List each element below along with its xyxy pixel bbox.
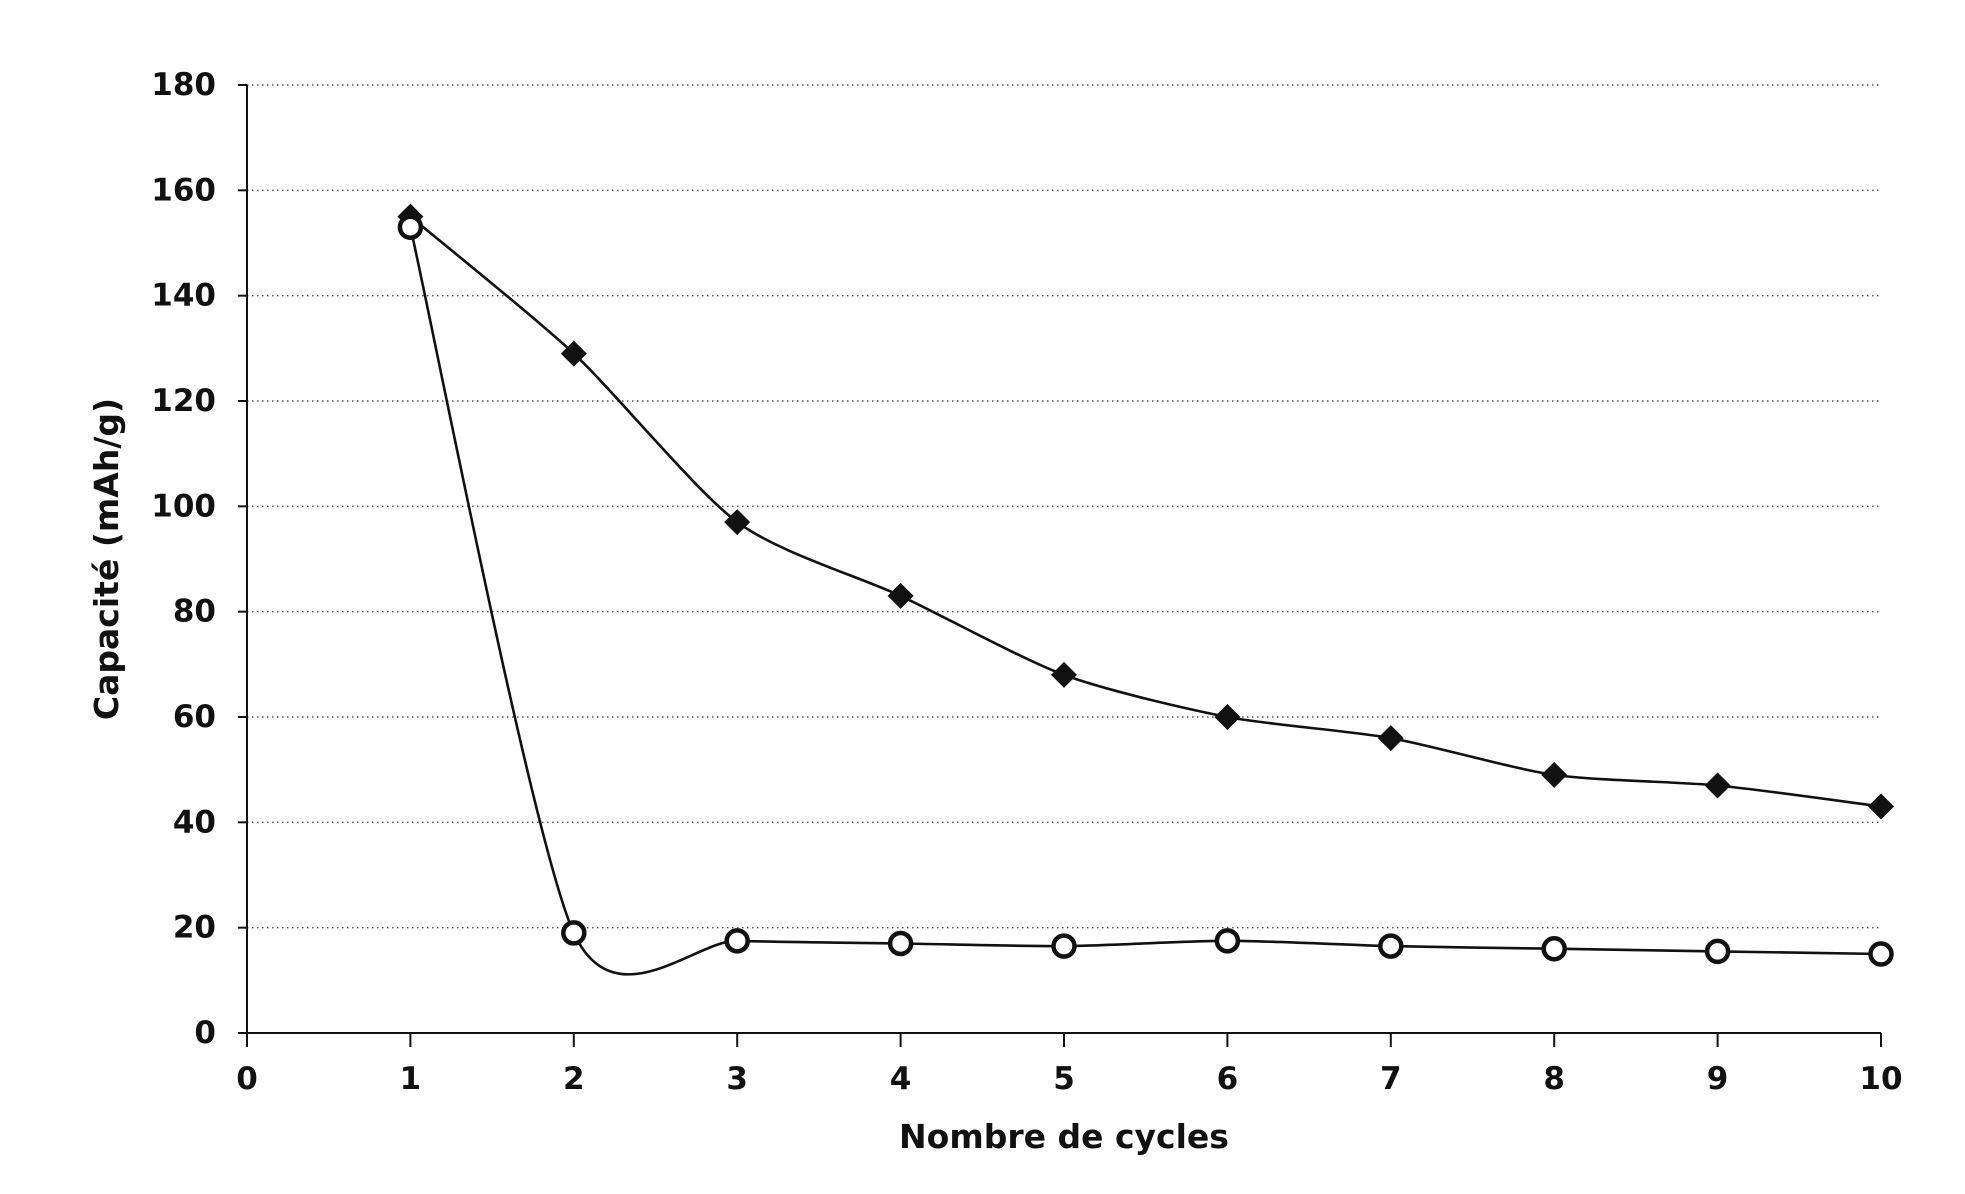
data-point-diamond-6 — [1214, 704, 1241, 730]
y-tick-label-60: 60 — [173, 699, 216, 735]
data-point-circle-3 — [724, 928, 750, 954]
y-tick-label-180: 180 — [151, 67, 216, 103]
data-point-circle-2 — [561, 920, 587, 946]
y-tick-label-20: 20 — [173, 910, 216, 946]
data-point-circle-7 — [1378, 933, 1404, 959]
data-point-diamond-2 — [560, 340, 587, 367]
data-point-circle-6 — [1214, 928, 1241, 954]
y-axis-title: Capacité (mAh/g) — [87, 398, 126, 720]
data-point-diamond-8 — [1541, 761, 1568, 788]
data-point-diamond-3 — [724, 509, 751, 536]
data-point-circle-10 — [1868, 941, 1894, 967]
data-point-circle-5 — [1051, 933, 1077, 959]
x-tick-label-2: 2 — [563, 1061, 585, 1097]
y-tick-label-160: 160 — [151, 172, 216, 208]
series-line-filled-diamond — [409, 215, 1882, 808]
x-tick-label-5: 5 — [1053, 1061, 1075, 1097]
x-tick-label-1: 1 — [400, 1061, 422, 1097]
y-tick-label-100: 100 — [151, 488, 216, 524]
x-tick-label-3: 3 — [726, 1061, 748, 1097]
x-tick-label-10: 10 — [1859, 1061, 1902, 1097]
data-point-diamond-4 — [887, 582, 914, 609]
series-line-open-circle — [409, 226, 1882, 976]
chart-canvas: 0 20 40 60 80 100 120 140 160 180 0 1 2 3 4 5 6 7 8 9 10 Nomb… — [87, 67, 1903, 1156]
data-point-circle-1 — [397, 214, 424, 240]
y-tick-label-120: 120 — [151, 383, 216, 419]
x-tick-label-4: 4 — [890, 1061, 912, 1097]
x-tick-label-9: 9 — [1707, 1061, 1729, 1097]
x-tick-label-7: 7 — [1380, 1061, 1402, 1097]
y-tick-label-0: 0 — [194, 1015, 216, 1051]
x-tick-label-8: 8 — [1543, 1061, 1565, 1097]
y-tick-label-140: 140 — [151, 278, 216, 314]
data-point-circle-8 — [1541, 935, 1567, 962]
y-tick-label-80: 80 — [173, 594, 216, 630]
data-point-diamond-10 — [1868, 793, 1894, 820]
data-point-diamond-9 — [1704, 772, 1731, 799]
y-tick-label-40: 40 — [173, 804, 216, 840]
data-point-circle-9 — [1704, 938, 1731, 965]
x-axis-title: Nombre de cycles — [899, 1117, 1229, 1156]
data-point-diamond-7 — [1377, 725, 1404, 752]
data-point-circle-4 — [887, 930, 914, 957]
capacity-vs-cycles-chart: 0 20 40 60 80 100 120 140 160 180 0 1 2 3 4 5 6 7 8 9 10 Nomb… — [40, 16, 1965, 1178]
x-tick-label-6: 6 — [1217, 1061, 1239, 1097]
data-point-diamond-5 — [1051, 661, 1077, 688]
x-tick-label-0: 0 — [236, 1061, 258, 1097]
